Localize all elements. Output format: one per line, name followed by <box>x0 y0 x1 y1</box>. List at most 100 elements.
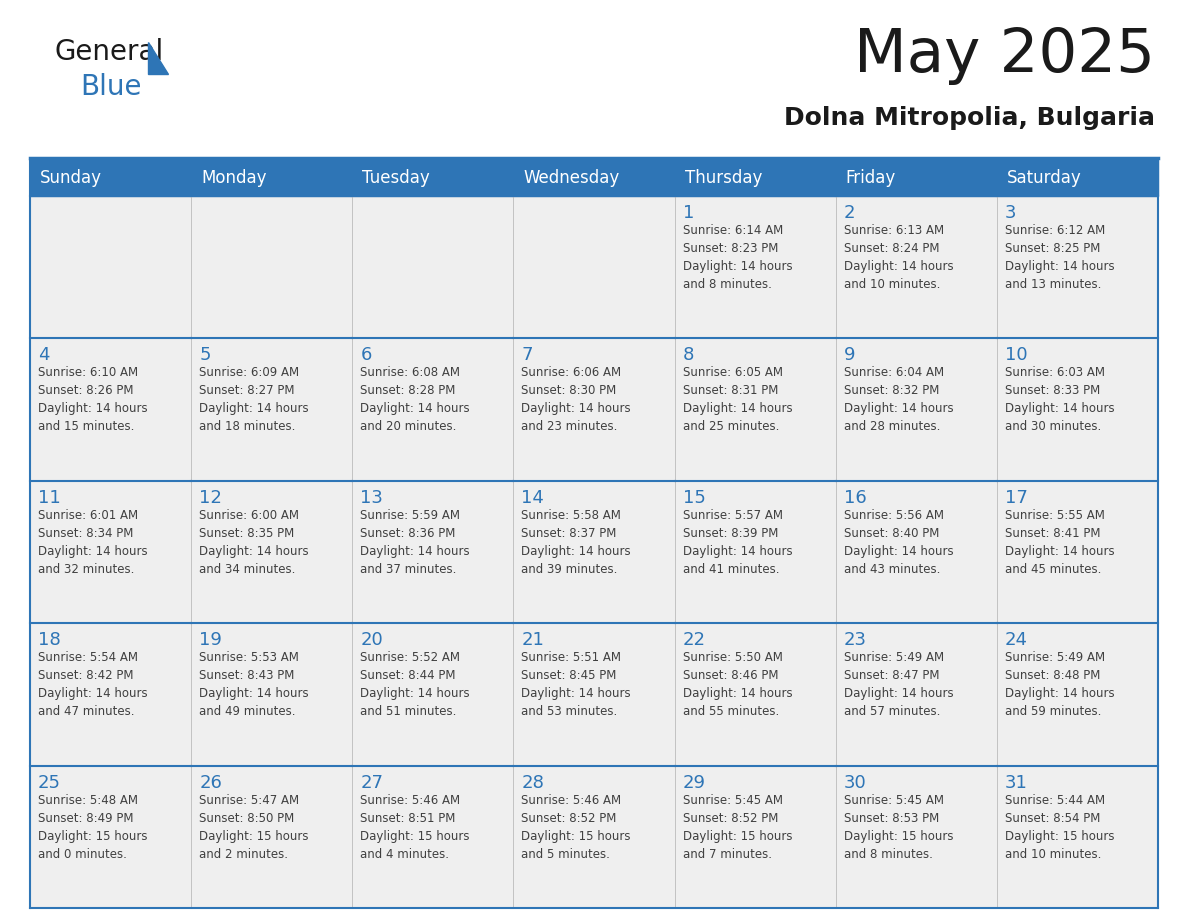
Text: 2: 2 <box>843 204 855 222</box>
Bar <box>513 196 675 339</box>
Text: 23: 23 <box>843 632 867 649</box>
Text: 22: 22 <box>683 632 706 649</box>
Text: Sunrise: 6:10 AM
Sunset: 8:26 PM
Daylight: 14 hours
and 15 minutes.: Sunrise: 6:10 AM Sunset: 8:26 PM Dayligh… <box>38 366 147 433</box>
Bar <box>30 623 191 766</box>
Text: Sunrise: 5:44 AM
Sunset: 8:54 PM
Daylight: 15 hours
and 10 minutes.: Sunrise: 5:44 AM Sunset: 8:54 PM Dayligh… <box>1005 793 1114 860</box>
Text: Sunrise: 6:04 AM
Sunset: 8:32 PM
Daylight: 14 hours
and 28 minutes.: Sunrise: 6:04 AM Sunset: 8:32 PM Dayligh… <box>843 366 953 433</box>
Text: Sunday: Sunday <box>40 169 102 187</box>
Bar <box>835 196 997 339</box>
Bar <box>353 623 513 766</box>
Text: Friday: Friday <box>846 169 896 187</box>
Text: Sunrise: 6:00 AM
Sunset: 8:35 PM
Daylight: 14 hours
and 34 minutes.: Sunrise: 6:00 AM Sunset: 8:35 PM Dayligh… <box>200 509 309 576</box>
Text: 19: 19 <box>200 632 222 649</box>
Bar <box>835 766 997 908</box>
Text: Saturday: Saturday <box>1007 169 1081 187</box>
Bar <box>353 339 513 481</box>
Text: Sunrise: 6:01 AM
Sunset: 8:34 PM
Daylight: 14 hours
and 32 minutes.: Sunrise: 6:01 AM Sunset: 8:34 PM Dayligh… <box>38 509 147 576</box>
Text: Dolna Mitropolia, Bulgaria: Dolna Mitropolia, Bulgaria <box>784 106 1155 130</box>
Text: 16: 16 <box>843 488 866 507</box>
Text: Sunrise: 6:08 AM
Sunset: 8:28 PM
Daylight: 14 hours
and 20 minutes.: Sunrise: 6:08 AM Sunset: 8:28 PM Dayligh… <box>360 366 470 433</box>
Bar <box>997 339 1158 481</box>
Text: General: General <box>55 38 164 66</box>
Text: 13: 13 <box>360 488 384 507</box>
Text: 9: 9 <box>843 346 855 364</box>
Text: Sunrise: 5:49 AM
Sunset: 8:47 PM
Daylight: 14 hours
and 57 minutes.: Sunrise: 5:49 AM Sunset: 8:47 PM Dayligh… <box>843 651 953 718</box>
Text: 3: 3 <box>1005 204 1017 222</box>
Text: Sunrise: 5:52 AM
Sunset: 8:44 PM
Daylight: 14 hours
and 51 minutes.: Sunrise: 5:52 AM Sunset: 8:44 PM Dayligh… <box>360 651 470 718</box>
Text: Blue: Blue <box>80 73 141 101</box>
Bar <box>30 766 191 908</box>
Text: 31: 31 <box>1005 774 1028 791</box>
Text: Sunrise: 6:09 AM
Sunset: 8:27 PM
Daylight: 14 hours
and 18 minutes.: Sunrise: 6:09 AM Sunset: 8:27 PM Dayligh… <box>200 366 309 433</box>
Bar <box>191 196 353 339</box>
Text: Sunrise: 5:59 AM
Sunset: 8:36 PM
Daylight: 14 hours
and 37 minutes.: Sunrise: 5:59 AM Sunset: 8:36 PM Dayligh… <box>360 509 470 576</box>
Text: 8: 8 <box>683 346 694 364</box>
Text: Tuesday: Tuesday <box>362 169 430 187</box>
Bar <box>30 160 1158 196</box>
Bar <box>353 196 513 339</box>
Text: Sunrise: 6:06 AM
Sunset: 8:30 PM
Daylight: 14 hours
and 23 minutes.: Sunrise: 6:06 AM Sunset: 8:30 PM Dayligh… <box>522 366 631 433</box>
Text: Sunrise: 5:46 AM
Sunset: 8:52 PM
Daylight: 15 hours
and 5 minutes.: Sunrise: 5:46 AM Sunset: 8:52 PM Dayligh… <box>522 793 631 860</box>
Text: Sunrise: 5:47 AM
Sunset: 8:50 PM
Daylight: 15 hours
and 2 minutes.: Sunrise: 5:47 AM Sunset: 8:50 PM Dayligh… <box>200 793 309 860</box>
Text: 5: 5 <box>200 346 210 364</box>
Bar <box>513 339 675 481</box>
Text: 25: 25 <box>38 774 61 791</box>
Bar <box>675 481 835 623</box>
Bar <box>30 196 191 339</box>
Text: Sunrise: 5:49 AM
Sunset: 8:48 PM
Daylight: 14 hours
and 59 minutes.: Sunrise: 5:49 AM Sunset: 8:48 PM Dayligh… <box>1005 651 1114 718</box>
Bar <box>353 766 513 908</box>
Text: 24: 24 <box>1005 632 1028 649</box>
Text: Sunrise: 6:12 AM
Sunset: 8:25 PM
Daylight: 14 hours
and 13 minutes.: Sunrise: 6:12 AM Sunset: 8:25 PM Dayligh… <box>1005 224 1114 291</box>
Bar <box>675 196 835 339</box>
Text: Sunrise: 5:51 AM
Sunset: 8:45 PM
Daylight: 14 hours
and 53 minutes.: Sunrise: 5:51 AM Sunset: 8:45 PM Dayligh… <box>522 651 631 718</box>
Text: 29: 29 <box>683 774 706 791</box>
Bar <box>675 623 835 766</box>
Text: 6: 6 <box>360 346 372 364</box>
Text: 12: 12 <box>200 488 222 507</box>
Text: 17: 17 <box>1005 488 1028 507</box>
Bar <box>353 481 513 623</box>
Text: Sunrise: 5:45 AM
Sunset: 8:52 PM
Daylight: 15 hours
and 7 minutes.: Sunrise: 5:45 AM Sunset: 8:52 PM Dayligh… <box>683 793 792 860</box>
Bar <box>997 623 1158 766</box>
Text: Sunrise: 5:55 AM
Sunset: 8:41 PM
Daylight: 14 hours
and 45 minutes.: Sunrise: 5:55 AM Sunset: 8:41 PM Dayligh… <box>1005 509 1114 576</box>
Text: 10: 10 <box>1005 346 1028 364</box>
Text: Sunrise: 6:03 AM
Sunset: 8:33 PM
Daylight: 14 hours
and 30 minutes.: Sunrise: 6:03 AM Sunset: 8:33 PM Dayligh… <box>1005 366 1114 433</box>
Bar <box>191 623 353 766</box>
Bar <box>30 339 191 481</box>
Text: Sunrise: 5:50 AM
Sunset: 8:46 PM
Daylight: 14 hours
and 55 minutes.: Sunrise: 5:50 AM Sunset: 8:46 PM Dayligh… <box>683 651 792 718</box>
Text: May 2025: May 2025 <box>854 26 1155 85</box>
Bar <box>513 481 675 623</box>
Text: 28: 28 <box>522 774 544 791</box>
Text: 18: 18 <box>38 632 61 649</box>
Text: 1: 1 <box>683 204 694 222</box>
Polygon shape <box>148 42 168 74</box>
Text: 11: 11 <box>38 488 61 507</box>
Text: Sunrise: 5:46 AM
Sunset: 8:51 PM
Daylight: 15 hours
and 4 minutes.: Sunrise: 5:46 AM Sunset: 8:51 PM Dayligh… <box>360 793 469 860</box>
Text: Sunrise: 5:56 AM
Sunset: 8:40 PM
Daylight: 14 hours
and 43 minutes.: Sunrise: 5:56 AM Sunset: 8:40 PM Dayligh… <box>843 509 953 576</box>
Text: 15: 15 <box>683 488 706 507</box>
Text: Sunrise: 5:48 AM
Sunset: 8:49 PM
Daylight: 15 hours
and 0 minutes.: Sunrise: 5:48 AM Sunset: 8:49 PM Dayligh… <box>38 793 147 860</box>
Text: Sunrise: 5:58 AM
Sunset: 8:37 PM
Daylight: 14 hours
and 39 minutes.: Sunrise: 5:58 AM Sunset: 8:37 PM Dayligh… <box>522 509 631 576</box>
Text: 7: 7 <box>522 346 533 364</box>
Bar <box>675 766 835 908</box>
Text: Sunrise: 5:53 AM
Sunset: 8:43 PM
Daylight: 14 hours
and 49 minutes.: Sunrise: 5:53 AM Sunset: 8:43 PM Dayligh… <box>200 651 309 718</box>
Bar <box>997 196 1158 339</box>
Text: Monday: Monday <box>201 169 266 187</box>
Text: Thursday: Thursday <box>684 169 762 187</box>
Text: Sunrise: 5:54 AM
Sunset: 8:42 PM
Daylight: 14 hours
and 47 minutes.: Sunrise: 5:54 AM Sunset: 8:42 PM Dayligh… <box>38 651 147 718</box>
Bar <box>191 766 353 908</box>
Bar <box>997 481 1158 623</box>
Text: 21: 21 <box>522 632 544 649</box>
Text: Sunrise: 6:05 AM
Sunset: 8:31 PM
Daylight: 14 hours
and 25 minutes.: Sunrise: 6:05 AM Sunset: 8:31 PM Dayligh… <box>683 366 792 433</box>
Bar <box>30 481 191 623</box>
Text: Wednesday: Wednesday <box>524 169 620 187</box>
Bar <box>997 766 1158 908</box>
Text: 26: 26 <box>200 774 222 791</box>
Bar <box>835 481 997 623</box>
Bar <box>835 339 997 481</box>
Bar <box>513 623 675 766</box>
Text: 30: 30 <box>843 774 866 791</box>
Text: Sunrise: 6:14 AM
Sunset: 8:23 PM
Daylight: 14 hours
and 8 minutes.: Sunrise: 6:14 AM Sunset: 8:23 PM Dayligh… <box>683 224 792 291</box>
Bar <box>191 481 353 623</box>
Text: 27: 27 <box>360 774 384 791</box>
